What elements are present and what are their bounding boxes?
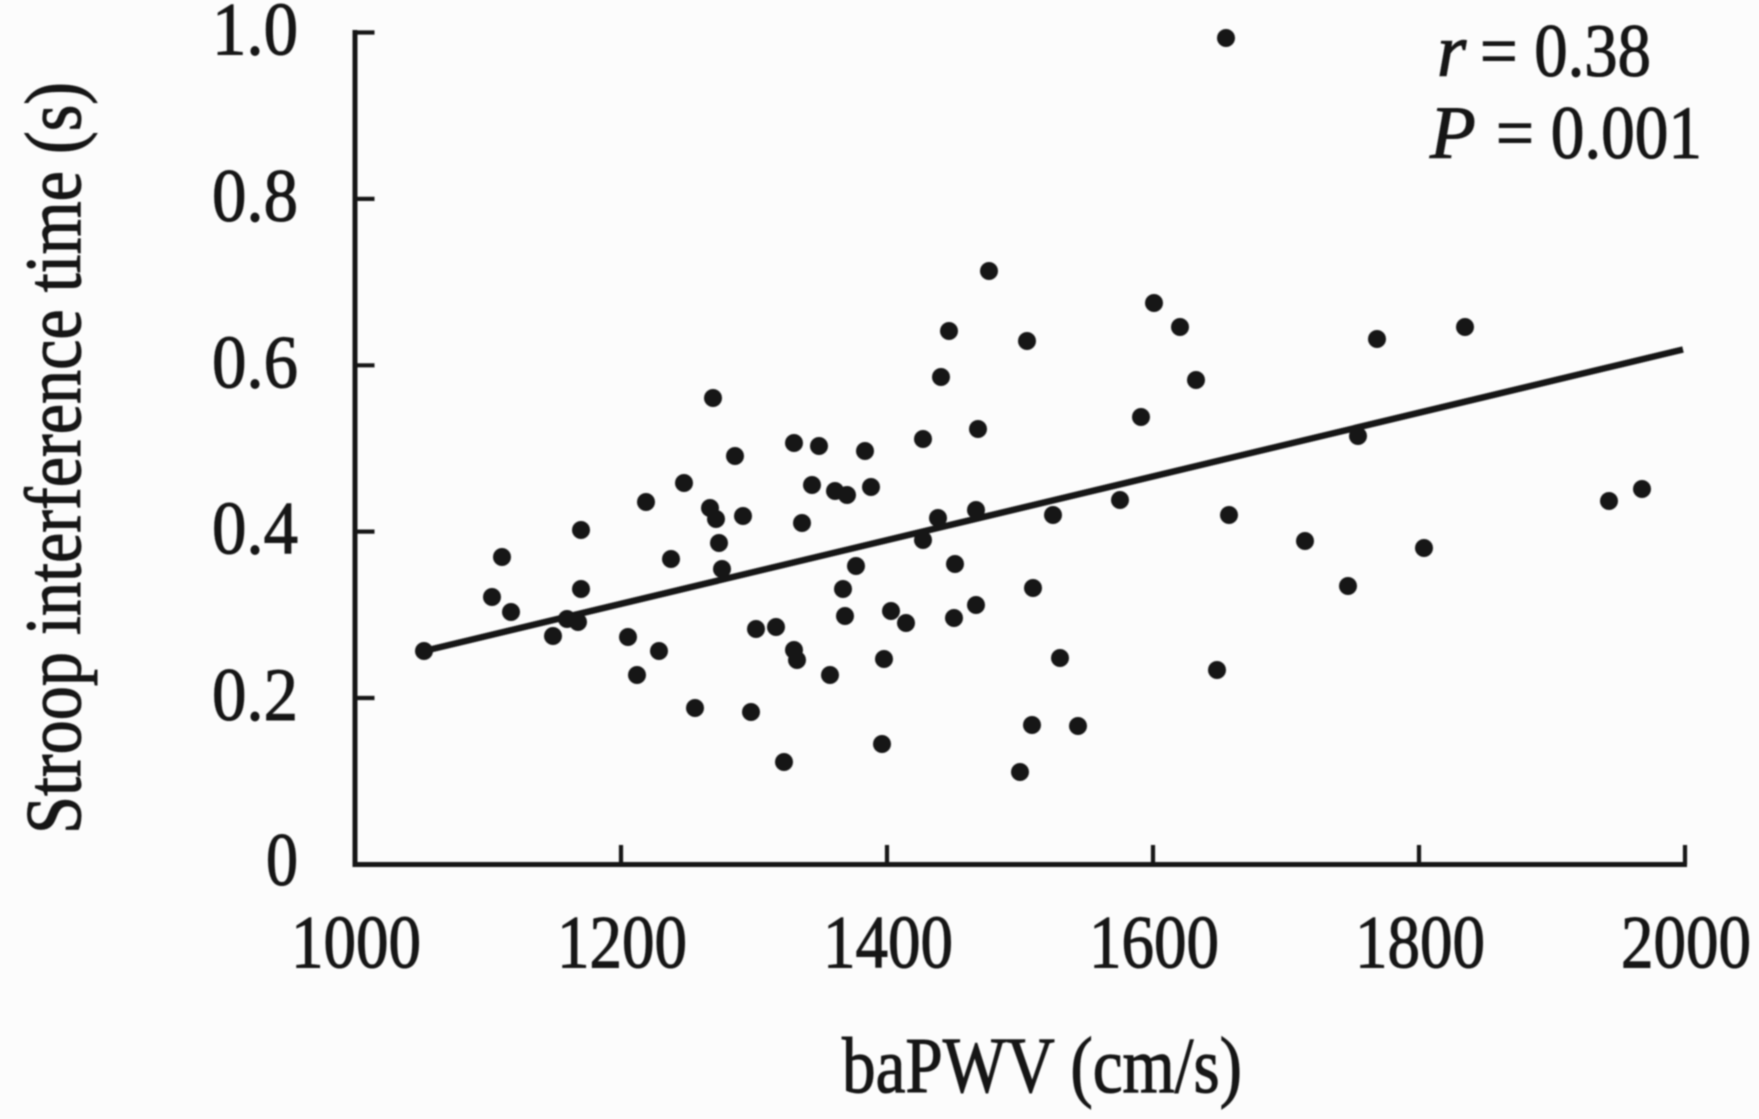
svg-text:1400: 1400 <box>823 902 953 985</box>
svg-text:0: 0 <box>266 819 298 902</box>
svg-text:0.8: 0.8 <box>212 155 298 238</box>
svg-text:baPWV (cm/s): baPWV (cm/s) <box>842 1023 1242 1110</box>
svg-text:0.2: 0.2 <box>212 654 298 737</box>
svg-text:= 0.001: = 0.001 <box>1496 92 1702 175</box>
svg-text:1000: 1000 <box>291 902 421 985</box>
svg-text:0.6: 0.6 <box>212 321 298 404</box>
svg-text:1800: 1800 <box>1355 902 1485 985</box>
svg-text:1200: 1200 <box>557 902 687 985</box>
svg-text:1.0: 1.0 <box>212 0 298 72</box>
svg-text:Stroop interference time (s): Stroop interference time (s) <box>11 82 98 834</box>
svg-text:0.4: 0.4 <box>212 488 298 571</box>
svg-text:2000: 2000 <box>1621 902 1751 985</box>
svg-text:= 0.38: = 0.38 <box>1480 10 1651 93</box>
svg-text:P: P <box>1429 92 1476 175</box>
svg-text:1600: 1600 <box>1089 902 1219 985</box>
svg-text:r: r <box>1437 10 1467 93</box>
